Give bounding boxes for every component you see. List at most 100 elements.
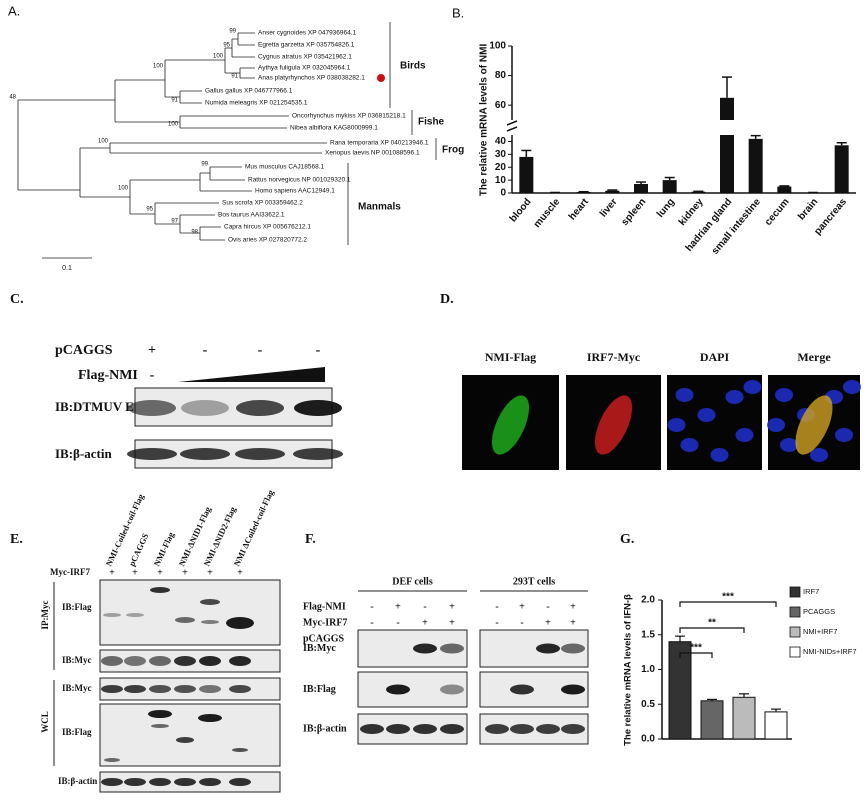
x-tick-label: brain xyxy=(796,197,820,223)
significance-label: *** xyxy=(722,592,734,603)
bootstrap-value: 97 xyxy=(171,219,178,225)
bootstrap-value: 100 xyxy=(153,64,164,70)
significance-label: *** xyxy=(690,643,702,654)
bar xyxy=(605,190,620,193)
panel-label: B. xyxy=(452,5,464,20)
channel-label: IRF7-Myc xyxy=(587,350,641,364)
treatment-sign: - xyxy=(546,601,549,612)
band xyxy=(180,448,230,460)
panel-label: A. xyxy=(8,3,20,18)
band xyxy=(103,613,121,617)
y-tick-label: 40 xyxy=(495,136,507,147)
treatment-sign: + xyxy=(148,343,156,358)
blot-label: IB:β-actin xyxy=(55,446,112,461)
x-tick-label: spleen xyxy=(620,197,649,228)
band xyxy=(510,684,534,695)
band xyxy=(510,724,534,734)
band xyxy=(149,778,171,786)
treatment-sign: - xyxy=(423,601,426,612)
legend-swatch xyxy=(789,606,801,618)
y-tick-label: 100 xyxy=(489,41,506,52)
leaf-label: Nibea albiflora KAG8000999.1 xyxy=(290,125,378,132)
bootstrap-value: 91 xyxy=(231,74,238,80)
leaf-label: Mus musculus CAJ18568.1 xyxy=(245,164,325,171)
band xyxy=(101,685,123,693)
blot xyxy=(99,579,281,646)
significance-bracket xyxy=(679,601,777,607)
band xyxy=(229,685,251,693)
significance-bracket xyxy=(679,652,713,658)
treatment-sign: - xyxy=(396,617,399,628)
bar xyxy=(732,696,756,740)
clade-label: Birds xyxy=(400,61,426,72)
legend-label: IRF7 xyxy=(803,587,819,596)
group-label: WCL xyxy=(40,711,50,733)
y-tick-label: 1.5 xyxy=(641,629,655,640)
y-tick-label: 60 xyxy=(495,100,507,111)
bar xyxy=(764,711,788,740)
band xyxy=(124,656,146,666)
lane-label: NMI-Flag xyxy=(152,530,177,568)
blot-label: IB:Flag xyxy=(62,602,92,612)
treatment-sign: + xyxy=(395,601,401,612)
band xyxy=(149,685,171,693)
band xyxy=(561,643,585,654)
band xyxy=(360,724,384,734)
band xyxy=(294,400,342,416)
nucleus xyxy=(697,408,716,422)
treatment-sign: - xyxy=(316,343,321,358)
treatment-label: pCAGGS xyxy=(55,343,113,358)
bootstrap-value: 95 xyxy=(146,207,153,213)
treatment-sign: - xyxy=(370,601,373,612)
clade-label: Manmals xyxy=(358,202,401,213)
band xyxy=(126,613,144,617)
bar xyxy=(834,145,849,193)
nucleus xyxy=(725,390,744,404)
axis-break xyxy=(506,126,518,132)
band xyxy=(536,724,560,734)
nucleus xyxy=(775,388,793,402)
band xyxy=(124,778,146,786)
y-tick-label: 80 xyxy=(495,70,507,81)
lane-label: pCAGGS xyxy=(127,532,151,568)
treatment-label: Myc-IRF7 xyxy=(50,567,90,577)
lane-label: NMI ΔCoiled-coil-Flag xyxy=(232,488,276,568)
bootstrap-value: 95 xyxy=(223,43,230,49)
band xyxy=(174,778,196,786)
nucleus xyxy=(675,388,694,402)
leaf-label: Anser cygnoides XP 047936964.1 xyxy=(258,30,357,37)
leaf-label: Oncorhynchus mykiss XP 036815218.1 xyxy=(292,113,406,120)
treatment-sign: + xyxy=(545,617,551,628)
bar xyxy=(634,183,648,193)
blot-label: IB:β-actin xyxy=(303,723,347,734)
band xyxy=(226,617,254,629)
band xyxy=(386,684,410,695)
band xyxy=(101,778,123,786)
bootstrap-value: 99 xyxy=(201,162,208,168)
nucleus xyxy=(667,418,686,432)
channel-label: Merge xyxy=(797,350,831,364)
blot-label: IB:Myc xyxy=(62,683,92,693)
treatment-sign: + xyxy=(157,567,163,578)
blot-label: IB:DTMUV E xyxy=(55,399,134,414)
blot-label: IB:Flag xyxy=(303,684,336,695)
bar xyxy=(720,135,734,193)
legend-label: PCAGGS xyxy=(803,607,835,616)
cell xyxy=(594,395,633,455)
y-tick-label: 0.0 xyxy=(641,734,655,745)
band xyxy=(151,724,169,728)
clade-label: Fishe xyxy=(418,117,445,128)
nucleus xyxy=(735,428,754,442)
panel-label: F. xyxy=(305,532,316,547)
treatment-sign: - xyxy=(150,368,155,383)
band xyxy=(235,448,285,460)
treatment-sign: + xyxy=(237,567,243,578)
bar xyxy=(576,191,591,193)
treatment-sign: - xyxy=(495,601,498,612)
band xyxy=(199,778,221,786)
band xyxy=(561,724,585,734)
treatment-sign: + xyxy=(422,617,428,628)
nucleus xyxy=(767,418,785,432)
dose-wedge xyxy=(178,367,325,382)
cell xyxy=(491,395,530,455)
